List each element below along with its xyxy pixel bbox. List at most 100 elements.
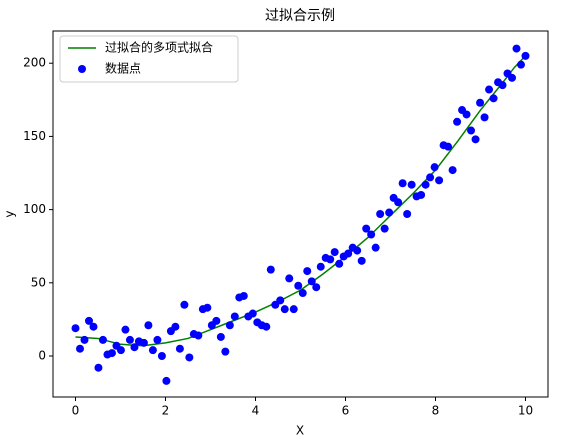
data-point	[353, 246, 362, 255]
data-point	[107, 349, 116, 358]
data-point	[89, 322, 98, 331]
data-point	[175, 344, 184, 353]
data-point	[171, 322, 180, 331]
data-point	[344, 249, 353, 258]
plot-frame	[52, 30, 549, 398]
data-point	[216, 332, 225, 341]
data-point	[512, 44, 521, 53]
data-point	[476, 98, 485, 107]
data-point	[98, 335, 107, 344]
data-point	[517, 60, 525, 69]
data-point	[498, 81, 507, 90]
data-point	[262, 322, 271, 331]
data-point	[417, 190, 426, 199]
data-point	[94, 363, 103, 372]
x-tick-label: 2	[162, 404, 170, 418]
data-point	[380, 224, 389, 233]
data-point	[148, 346, 157, 355]
data-point	[385, 208, 394, 217]
y-tick-label: 50	[31, 275, 46, 289]
data-point	[180, 300, 189, 309]
data-point	[326, 255, 335, 264]
data-point	[367, 230, 376, 239]
y-tick-label: 200	[23, 56, 46, 70]
data-point	[312, 283, 321, 292]
y-tick-label: 0	[38, 349, 46, 363]
data-point	[85, 316, 93, 325]
data-point	[376, 210, 385, 218]
data-point	[248, 309, 257, 318]
data-point	[307, 277, 316, 286]
data-point	[480, 113, 489, 122]
chart-title: 过拟合示例	[265, 8, 335, 24]
x-tick-label: 4	[252, 404, 260, 418]
data-point	[467, 126, 476, 135]
data-point	[185, 353, 194, 362]
data-point	[80, 335, 89, 344]
data-point	[421, 180, 430, 189]
data-point	[462, 110, 471, 119]
data-point	[230, 312, 239, 321]
data-point	[71, 324, 80, 333]
data-point	[144, 321, 153, 330]
x-tick-label: 10	[518, 404, 533, 418]
data-point	[289, 305, 298, 314]
data-point	[430, 163, 439, 172]
x-tick-label: 8	[432, 404, 440, 418]
data-point	[448, 166, 457, 175]
x-tick-label: 6	[342, 404, 350, 418]
data-point	[407, 180, 416, 189]
data-point	[335, 259, 344, 268]
legend-label: 过拟合的多项式拟合	[105, 40, 213, 55]
data-point	[444, 142, 453, 151]
data-point	[153, 335, 162, 344]
data-point	[394, 198, 403, 207]
data-point	[294, 281, 303, 290]
data-point	[316, 262, 325, 271]
data-point	[225, 321, 234, 330]
data-point	[139, 338, 148, 347]
data-point	[239, 291, 248, 300]
y-tick-label: 150	[23, 129, 46, 143]
data-point	[212, 316, 221, 325]
x-axis-label: X	[296, 424, 304, 438]
data-point	[194, 331, 203, 340]
data-point	[403, 210, 412, 218]
data-point	[121, 325, 130, 334]
data-point	[489, 94, 498, 103]
data-point	[280, 305, 289, 314]
data-point	[398, 179, 407, 188]
data-point	[116, 346, 125, 355]
data-point	[125, 335, 134, 344]
data-point	[162, 376, 171, 385]
data-point	[362, 224, 371, 233]
data-point	[371, 243, 380, 252]
data-point	[485, 85, 494, 94]
data-point	[130, 343, 139, 352]
x-tick-label: 0	[72, 404, 80, 418]
data-point	[76, 344, 84, 353]
data-point	[453, 117, 462, 126]
data-point	[426, 173, 435, 182]
data-point	[435, 176, 444, 185]
data-point	[303, 267, 312, 276]
data-point	[203, 303, 212, 312]
data-point	[471, 135, 480, 144]
data-point	[266, 265, 275, 274]
data-point	[330, 248, 339, 257]
data-point	[298, 289, 307, 298]
data-point	[276, 296, 285, 305]
fit-line	[75, 55, 527, 347]
data-point	[157, 352, 166, 361]
data-point	[221, 347, 230, 356]
data-point	[357, 256, 366, 265]
data-point	[285, 274, 294, 283]
y-tick-label: 100	[23, 202, 46, 216]
data-point	[521, 51, 530, 60]
legend-marker	[78, 65, 86, 73]
legend-box	[59, 35, 239, 83]
legend-label: 数据点	[105, 61, 141, 76]
y-axis-label: y	[3, 210, 17, 217]
data-point	[508, 73, 516, 82]
